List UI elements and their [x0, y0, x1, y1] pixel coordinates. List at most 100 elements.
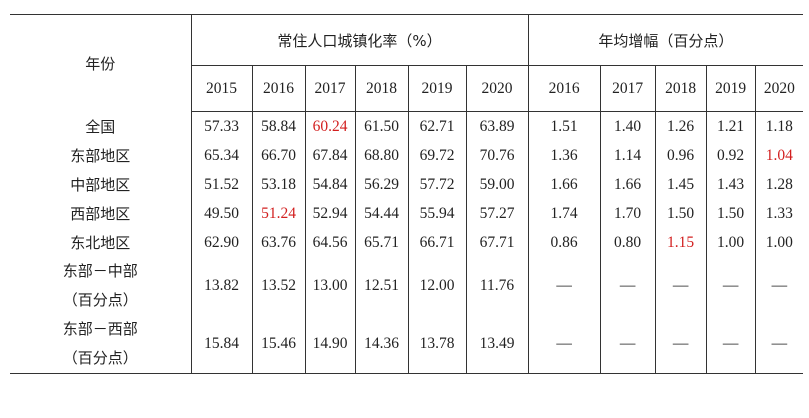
rate-cell-highlighted: 60.24 — [304, 111, 355, 141]
growth-cell: 1.45 — [654, 170, 707, 199]
table-row: 西部地区 49.50 51.24 52.94 54.44 55.94 57.27… — [10, 199, 804, 228]
growth-year-header: 2019 — [705, 65, 756, 112]
row-label: 全国 — [85, 117, 116, 136]
table-row: 东北地区 62.90 63.76 64.56 65.71 66.71 67.71… — [10, 228, 804, 257]
growth-cell-highlighted: 1.04 — [754, 141, 804, 170]
table-row: 东部地区 65.34 66.70 67.84 68.80 69.72 70.76… — [10, 141, 804, 170]
rate-cell: 65.71 — [354, 228, 408, 257]
growth-cell: 1.40 — [599, 111, 656, 141]
row-label-line: 东部－中部 — [62, 262, 138, 280]
row-label: 中部地区 — [70, 176, 131, 194]
rate-cell: 70.76 — [465, 141, 529, 170]
rate-cell: 49.50 — [190, 199, 252, 228]
rate-cell: 52.94 — [304, 199, 355, 228]
growth-cell: 1.36 — [527, 141, 601, 170]
rate-cell: 54.44 — [354, 199, 408, 228]
growth-cell: 1.21 — [705, 111, 756, 141]
rate-cell: 62.90 — [190, 228, 252, 257]
growth-year-header: 2018 — [654, 65, 707, 112]
growth-cell: 0.86 — [527, 228, 601, 257]
empty-dash: — — [705, 315, 756, 374]
growth-header: 年均增幅（百分点） — [527, 14, 804, 66]
urbanization-table: 年份 常住人口城镇化率（%） 年均增幅（百分点） 2015 2016 2017 … — [10, 14, 804, 374]
gap-cell: 15.84 — [190, 315, 252, 374]
gap-cell: 15.46 — [251, 315, 305, 374]
rate-year-header: 2019 — [407, 65, 466, 112]
growth-cell: 0.96 — [654, 141, 707, 170]
growth-cell: 1.33 — [754, 199, 804, 228]
table-row: 东部－中部 （百分点） 13.82 13.52 13.00 12.51 12.0… — [10, 257, 804, 315]
rate-cell: 57.33 — [190, 111, 252, 141]
rate-year-header: 2015 — [190, 65, 252, 112]
gap-cell: 14.90 — [304, 315, 355, 374]
rate-cell: 53.18 — [251, 170, 305, 199]
empty-dash: — — [754, 257, 804, 315]
growth-cell: 1.66 — [599, 170, 656, 199]
growth-cell: 0.80 — [599, 228, 656, 257]
growth-cell: 1.70 — [599, 199, 656, 228]
row-label: 东部－中部 （百分点） — [10, 257, 191, 315]
growth-year-header: 2017 — [599, 65, 656, 112]
growth-cell: 1.28 — [754, 170, 804, 199]
gap-cell: 13.49 — [465, 315, 529, 374]
empty-dash: — — [754, 315, 804, 374]
urbanization-rate-header: 常住人口城镇化率（%） — [190, 14, 529, 66]
growth-cell: 1.74 — [527, 199, 601, 228]
growth-cell: 1.18 — [754, 111, 804, 141]
empty-dash: — — [527, 315, 601, 374]
growth-cell: 1.50 — [705, 199, 756, 228]
growth-cell-highlighted: 1.15 — [654, 228, 707, 257]
gap-cell: 13.00 — [304, 257, 355, 315]
table-row: 东部－西部 （百分点） 15.84 15.46 14.90 14.36 13.7… — [10, 315, 804, 374]
rate-cell-highlighted: 51.24 — [251, 199, 305, 228]
gap-cell: 13.78 — [407, 315, 466, 374]
rate-year-header: 2018 — [354, 65, 408, 112]
rate-cell: 61.50 — [354, 111, 408, 141]
rate-cell: 66.70 — [251, 141, 305, 170]
growth-cell: 0.92 — [705, 141, 756, 170]
growth-cell: 1.00 — [754, 228, 804, 257]
rate-year-header: 2016 — [251, 65, 305, 112]
empty-dash: — — [654, 315, 707, 374]
rate-cell: 55.94 — [407, 199, 466, 228]
rate-cell: 68.80 — [354, 141, 408, 170]
growth-cell: 1.50 — [654, 199, 707, 228]
rate-cell: 54.84 — [304, 170, 355, 199]
row-label: 东部－西部 （百分点） — [10, 315, 191, 374]
growth-year-header: 2020 — [754, 65, 804, 112]
growth-cell: 1.00 — [705, 228, 756, 257]
rate-cell: 62.71 — [407, 111, 466, 141]
gap-cell: 12.51 — [354, 257, 408, 315]
table-row: 中部地区 51.52 53.18 54.84 56.29 57.72 59.00… — [10, 170, 804, 199]
row-label-unit: （百分点） — [62, 291, 138, 309]
empty-dash: — — [527, 257, 601, 315]
rate-cell: 67.84 — [304, 141, 355, 170]
row-label-unit: （百分点） — [62, 349, 138, 367]
row-label: 西部地区 — [70, 205, 131, 223]
row-label-line: 东部－西部 — [62, 320, 138, 338]
gap-cell: 12.00 — [407, 257, 466, 315]
growth-year-header: 2016 — [527, 65, 601, 112]
rate-year-header: 2017 — [304, 65, 355, 112]
table-row: 全国 57.33 58.84 60.24 61.50 62.71 63.89 1… — [10, 111, 804, 141]
growth-cell: 1.51 — [527, 111, 601, 141]
growth-cell: 1.43 — [705, 170, 756, 199]
rate-cell: 64.56 — [304, 228, 355, 257]
gap-cell: 11.76 — [465, 257, 529, 315]
growth-cell: 1.26 — [654, 111, 707, 141]
empty-dash: — — [599, 257, 656, 315]
rate-cell: 63.89 — [465, 111, 529, 141]
row-label: 东部地区 — [70, 147, 131, 165]
gap-cell: 13.82 — [190, 257, 252, 315]
empty-dash: — — [599, 315, 656, 374]
growth-cell: 1.14 — [599, 141, 656, 170]
rate-cell: 67.71 — [465, 228, 529, 257]
gap-cell: 14.36 — [354, 315, 408, 374]
rate-cell: 63.76 — [251, 228, 305, 257]
rate-year-header: 2020 — [465, 65, 529, 112]
rate-cell: 69.72 — [407, 141, 466, 170]
row-header-label: 年份 — [10, 14, 191, 112]
rate-cell: 59.00 — [465, 170, 529, 199]
gap-cell: 13.52 — [251, 257, 305, 315]
empty-dash: — — [654, 257, 707, 315]
